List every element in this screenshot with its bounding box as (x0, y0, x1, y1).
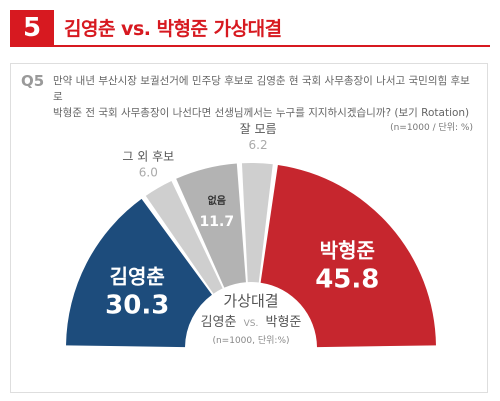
slice-value-0: 30.3 (105, 290, 169, 320)
chart-slices (66, 163, 436, 348)
slice-label-2: 없음 (208, 194, 226, 207)
center-name-2: 박형준 (266, 315, 302, 330)
slice-value-4: 45.8 (315, 265, 379, 295)
center-name-1: 김영춘 (201, 315, 237, 330)
slice-value-1: 6.0 (139, 166, 158, 180)
slice-3 (241, 163, 273, 283)
slice-label-3: 잘 모름 (240, 122, 277, 136)
slice-value-2: 11.7 (200, 214, 235, 230)
question-text-line-1: 만약 내년 부산시장 보궐선거에 민주당 후보로 김영춘 현 국회 사무총장이 … (53, 75, 470, 103)
question-number: Q5 (21, 72, 45, 90)
slice-1 (145, 180, 223, 294)
slice-4 (260, 164, 436, 348)
center-vs: VS. (244, 319, 259, 329)
sample-note: (n=1000 / 단위: %) (390, 123, 473, 133)
center-matchup: 김영춘 VS. 박형준 (201, 315, 302, 330)
center-note: (n=1000, 단위:%) (212, 335, 289, 346)
question-text-line-2: 박형준 전 국회 사무총장이 나선다면 선생님께서는 누구를 지지하시겠습니까?… (53, 107, 470, 119)
header-rule (10, 45, 490, 47)
slice-label-4: 박형준 (320, 239, 375, 263)
section-number-badge: 5 (10, 10, 54, 46)
question-text: 만약 내년 부산시장 보궐선거에 민주당 후보로 김영춘 현 국회 사무총장이 … (53, 73, 473, 121)
section-title: 김영춘 vs. 박형준 가상대결 (64, 18, 282, 40)
header: 5 김영춘 vs. 박형준 가상대결 (0, 0, 500, 48)
slice-label-1: 그 외 후보 (122, 150, 174, 164)
center-title: 가상대결 (223, 292, 278, 310)
chart-center: 가상대결 김영춘 VS. 박형준 (n=1000, 단위:%) (201, 292, 302, 346)
slice-value-3: 6.2 (249, 138, 268, 152)
slice-2 (176, 163, 246, 288)
slice-label-0: 김영춘 (110, 264, 165, 288)
slice-0 (66, 198, 212, 348)
